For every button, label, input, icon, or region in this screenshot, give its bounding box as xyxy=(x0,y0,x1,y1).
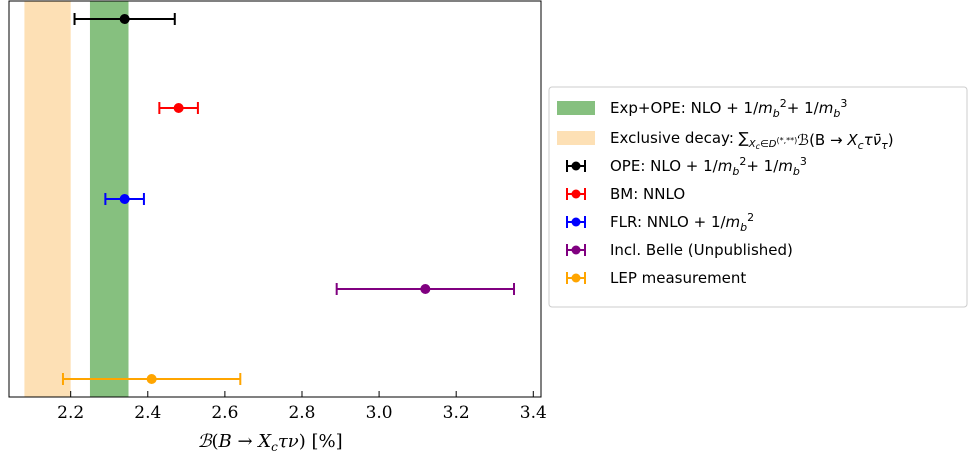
series-4-errorbar xyxy=(61,373,242,385)
legend-swatch-exclusive xyxy=(557,131,595,145)
series-1-errorbar xyxy=(158,102,199,114)
x-tick-label: 3.0 xyxy=(366,403,393,423)
x-tick-label: 3.2 xyxy=(443,403,470,423)
legend-label-bm: BM: NNLO xyxy=(610,185,685,203)
legend-marker-4 xyxy=(566,272,586,284)
band-1 xyxy=(24,1,71,397)
series-0-errorbar xyxy=(73,13,176,25)
legend-label-belle: Incl. Belle (Unpublished) xyxy=(610,241,793,259)
legend-frame xyxy=(548,86,968,308)
legend-marker-2 xyxy=(566,216,586,228)
series-3-errorbar xyxy=(335,283,516,295)
x-tick-label: 2.6 xyxy=(211,403,238,423)
plot-frame xyxy=(8,0,542,398)
data-point xyxy=(173,103,184,113)
data-point xyxy=(119,194,130,204)
data-point xyxy=(420,284,431,294)
legend-label-flr: FLR: NNLO + 1/mb2 xyxy=(610,211,754,234)
x-tick-label: 2.4 xyxy=(134,403,161,423)
legend-label-ope: OPE: NLO + 1/mb2+ 1/mb3 xyxy=(610,155,807,178)
points-layer xyxy=(61,13,516,385)
legend-label-lep: LEP measurement xyxy=(610,269,746,287)
legend-marker-0 xyxy=(566,160,586,172)
legend-label-exp-ope: Exp+OPE: NLO + 1/mb2+ 1/mb3 xyxy=(610,97,847,120)
legend-marker-3 xyxy=(566,244,586,256)
data-point xyxy=(119,14,130,24)
legend-swatch-exp-ope xyxy=(557,101,595,115)
x-ticks: 2.2 2.4 2.6 2.8 3.0 3.2 3.4 xyxy=(57,391,547,423)
series-2-errorbar xyxy=(104,193,145,205)
x-tick-label: 2.2 xyxy=(57,403,84,423)
x-tick-label: 2.8 xyxy=(288,403,315,423)
x-axis-label: ℬ(B → Xcτν) [%] xyxy=(197,431,342,454)
legend: Exp+OPE: NLO + 1/mb2+ 1/mb3 Exclusive dec… xyxy=(548,86,968,308)
data-point xyxy=(146,374,157,384)
legend-marker-1 xyxy=(566,188,586,200)
x-tick-label: 3.4 xyxy=(520,403,547,423)
legend-label-exclusive: Exclusive decay: ∑Xc∈D(*,**)ℬ(B → Xcτν̄τ… xyxy=(610,129,894,152)
